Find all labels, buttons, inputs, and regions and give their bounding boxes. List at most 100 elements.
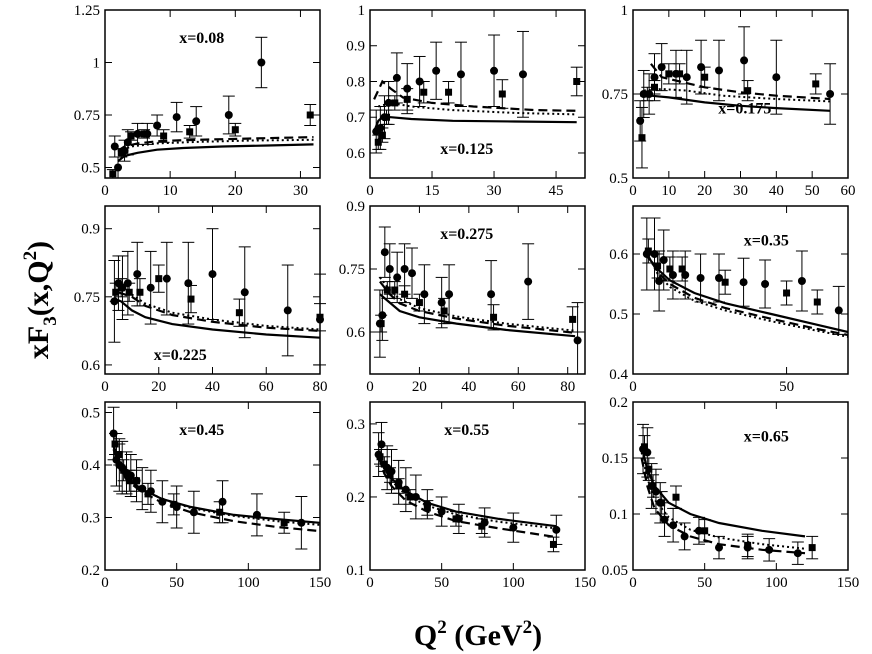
x-tick-label: 60 xyxy=(841,183,856,199)
data-point-square xyxy=(722,279,729,286)
y-axis-title-sup: 2 xyxy=(20,251,41,261)
x-tick-label: 50 xyxy=(169,575,184,591)
data-point-square xyxy=(809,544,816,551)
x-axis-title-sup2: 2 xyxy=(523,617,533,638)
data-point-square xyxy=(188,296,195,303)
data-point-square xyxy=(812,80,819,87)
x-axis-title-main: Q xyxy=(414,619,437,652)
curve-solid xyxy=(116,299,320,338)
y-tick-label: 0.9 xyxy=(346,39,365,55)
panel-x-label: x=0.45 xyxy=(179,422,224,439)
x-tick-label: 100 xyxy=(237,575,260,591)
data-point-circle xyxy=(147,284,155,292)
y-tick-label: 0.1 xyxy=(609,507,628,523)
y-tick-label: 1 xyxy=(621,3,629,19)
x-tick-label: 10 xyxy=(661,183,676,199)
panel-x-label: x=0.225 xyxy=(154,347,207,364)
x-tick-label: 30 xyxy=(293,183,308,199)
y-tick-label: 0.5 xyxy=(81,406,100,422)
data-point-square xyxy=(379,132,386,139)
data-point-circle xyxy=(111,143,119,151)
curve-solid xyxy=(379,453,557,526)
x-tick-label: 0 xyxy=(366,575,374,591)
x-tick-label: 50 xyxy=(779,379,794,395)
y-axis-title-main: xF xyxy=(22,326,55,359)
data-point-square xyxy=(676,70,683,77)
y-tick-label: 0.6 xyxy=(609,247,628,263)
y-tick-label: 0.15 xyxy=(602,451,628,467)
data-point-square xyxy=(783,290,790,297)
y-axis-title: xF3(x,Q2) xyxy=(20,241,61,359)
curve-dashed xyxy=(379,457,557,537)
data-point-circle xyxy=(457,70,465,78)
data-point-circle xyxy=(133,270,141,278)
panel-x-label: x=0.55 xyxy=(444,422,489,439)
panel-8: 0 50 100 1500.10.20.3 x=0.55 xyxy=(346,402,596,591)
y-tick-label: 0.7 xyxy=(346,110,365,126)
figure: 0 10 20 300.50.7511.25x=0.080 15 30 450.60.70.… xyxy=(0,0,872,654)
y-tick-label: 0.6 xyxy=(346,325,365,341)
data-point-circle xyxy=(377,440,385,448)
panel-7: 0 50 100 1500.20.30.40.5x=0.45 xyxy=(81,402,331,591)
data-point-circle xyxy=(393,74,401,82)
data-point-square xyxy=(186,128,193,135)
data-point-circle xyxy=(163,275,171,283)
y-tick-label: 0.6 xyxy=(346,146,365,162)
data-point-circle xyxy=(574,336,582,344)
data-point-circle xyxy=(740,56,748,64)
panel-3: 0 10 20 30 40 50 600.50.751x=0.175 xyxy=(602,3,856,199)
panel-x-label: x=0.175 xyxy=(718,100,771,117)
x-tick-label: 0 xyxy=(101,575,109,591)
data-point-circle xyxy=(490,67,498,75)
x-tick-label: 40 xyxy=(769,183,784,199)
y-tick-label: 0.1 xyxy=(346,563,365,579)
data-point-square xyxy=(236,309,243,316)
y-tick-label: 0.2 xyxy=(81,563,100,579)
data-point-circle xyxy=(740,278,748,286)
data-point-square xyxy=(232,126,239,133)
panel-2: 0 15 30 450.60.70.80.91x=0.125 xyxy=(346,3,585,199)
data-point-square xyxy=(679,266,686,273)
y-tick-label: 0.2 xyxy=(346,490,365,506)
data-point-square xyxy=(445,89,452,96)
x-axis-title-close: ) xyxy=(532,619,542,652)
data-point-square xyxy=(701,74,708,81)
data-point-square xyxy=(814,299,821,306)
data-point-circle xyxy=(552,526,560,534)
curve-solid xyxy=(374,117,577,131)
panel-x-label: x=0.125 xyxy=(440,141,493,158)
data-point-square xyxy=(573,78,580,85)
data-point-circle xyxy=(683,73,691,81)
data-point-square xyxy=(666,266,673,273)
x-tick-label: 50 xyxy=(805,183,820,199)
x-tick-label: 80 xyxy=(560,379,575,395)
data-point-circle xyxy=(408,269,416,277)
curve-dashed xyxy=(380,282,575,333)
x-tick-label: 20 xyxy=(697,183,712,199)
panel-9: 0 50 100 150 0.05 0.1 0.15 0.2 x=0.65 xyxy=(602,395,860,591)
data-point-circle xyxy=(241,288,249,296)
data-point-circle xyxy=(772,73,780,81)
x-tick-label: 0 xyxy=(629,379,637,395)
y-tick-label: 0.5 xyxy=(609,307,628,323)
y-tick-label: 0.9 xyxy=(81,222,100,238)
curve-solid xyxy=(118,144,314,161)
x-tick-label: 40 xyxy=(205,379,220,395)
data-point-square xyxy=(401,291,408,298)
data-point-square xyxy=(490,314,497,321)
data-point-circle xyxy=(636,117,644,125)
data-point-circle xyxy=(257,59,265,67)
data-point-circle xyxy=(658,63,666,71)
panel-5: 0 20 40 60 800.60.750.9x=0.275 xyxy=(339,199,585,395)
data-point-circle xyxy=(432,67,440,75)
panel-6: 0 500.40.50.6x=0.35 xyxy=(609,206,848,395)
x-tick-label: 0 xyxy=(101,379,109,395)
x-tick-label: 80 xyxy=(313,379,328,395)
data-point-square xyxy=(391,287,398,294)
curve-dotted xyxy=(378,103,576,115)
data-point-square xyxy=(499,91,506,98)
x-tick-label: 100 xyxy=(765,575,788,591)
data-point-circle xyxy=(192,117,200,125)
x-tick-label: 60 xyxy=(259,379,274,395)
